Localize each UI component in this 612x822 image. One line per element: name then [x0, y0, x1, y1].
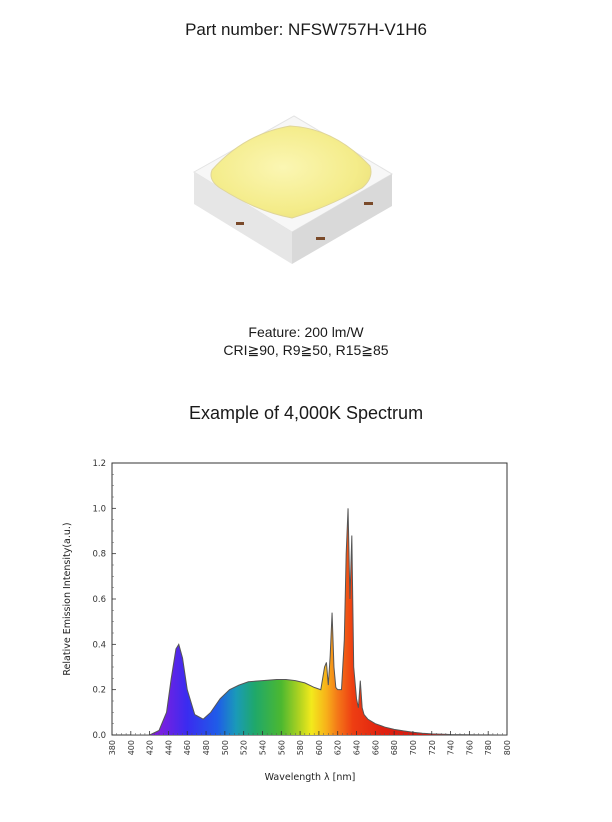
- x-tick-label: 640: [353, 740, 362, 755]
- x-tick-label: 420: [146, 740, 155, 755]
- x-tick-label: 580: [296, 740, 305, 755]
- x-tick-label: 520: [240, 740, 249, 755]
- x-tick-label: 480: [202, 740, 211, 755]
- x-axis-label: Wavelength λ [nm]: [265, 772, 356, 783]
- feature-cri: CRI≧90, R9≧50, R15≧85: [223, 342, 389, 358]
- x-tick-label: 440: [164, 740, 173, 755]
- x-tick-label: 400: [127, 740, 136, 755]
- x-tick-label: 460: [183, 740, 192, 755]
- x-tick-label: 700: [409, 740, 418, 755]
- x-tick-label: 680: [390, 740, 399, 755]
- x-tick-label: 660: [371, 740, 380, 755]
- x-tick-label: 600: [315, 740, 324, 755]
- x-tick-label: 800: [503, 740, 512, 755]
- spectrum-line: [130, 508, 507, 735]
- x-tick-label: 500: [221, 740, 230, 755]
- spectrum-title: Example of 4,000K Spectrum: [188, 403, 424, 423]
- x-tick-label: 720: [428, 740, 437, 755]
- x-tick-label: 560: [277, 740, 286, 755]
- feature-efficacy: Feature: 200 lm/W: [248, 324, 364, 340]
- x-tick-label: 740: [447, 740, 456, 755]
- y-tick-label: 1.0: [92, 504, 106, 514]
- y-tick-label: 0.8: [92, 550, 106, 560]
- x-tick-label: 380: [108, 740, 117, 755]
- x-tick-label: 620: [334, 740, 343, 755]
- y-axis-label: Relative Emission Intensity(a.u.): [62, 522, 73, 675]
- x-tick-label: 760: [465, 740, 474, 755]
- y-tick-label: 0.0: [92, 731, 106, 741]
- feature-block: Feature: 200 lm/W CRI≧90, R9≧50, R15≧85: [0, 323, 612, 359]
- y-tick-label: 0.2: [92, 686, 106, 696]
- part-number-heading: Part number: NFSW757H-V1H6: [185, 20, 427, 39]
- y-tick-label: 0.4: [92, 640, 106, 650]
- y-tick-label: 1.2: [92, 459, 106, 469]
- led-package-image: [193, 115, 393, 264]
- spectrum-chart: 380 400 420 440 460 480 500 520 540 560 580 600 620 6…: [62, 459, 512, 783]
- spectrum-area: [130, 508, 507, 735]
- x-tick-label: 780: [484, 740, 493, 755]
- y-tick-label: 0.6: [92, 595, 106, 605]
- x-tick-label: 540: [258, 740, 267, 755]
